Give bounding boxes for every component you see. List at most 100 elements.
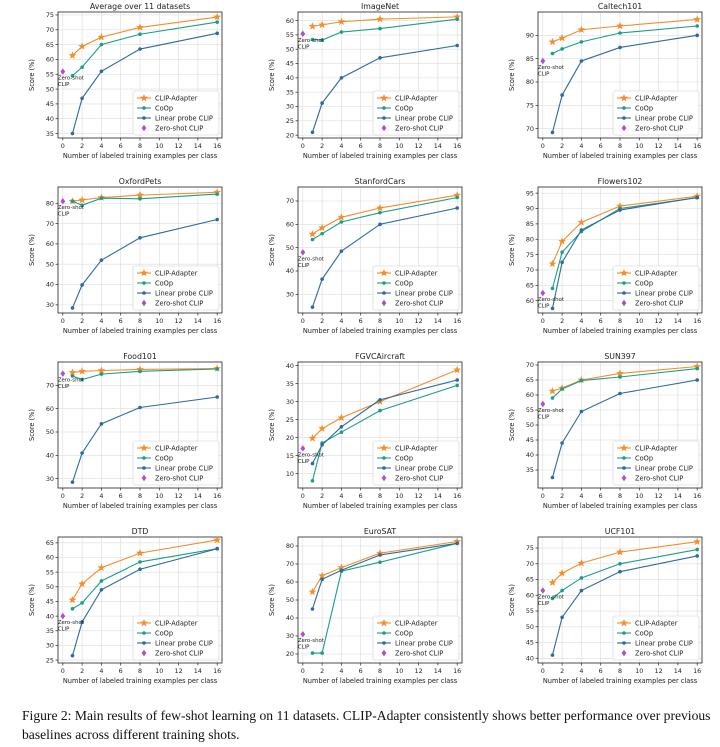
x-tick-label: 14 — [674, 142, 682, 150]
x-tick-label: 12 — [175, 317, 183, 325]
point-clip_adapter — [97, 563, 106, 572]
x-tick-label: 2 — [320, 667, 324, 675]
x-tick-label: 4 — [339, 492, 343, 500]
point-coop — [455, 17, 459, 21]
x-tick-label: 2 — [80, 667, 84, 675]
legend-marker — [381, 299, 387, 307]
legend-label: Zero-shot CLIP — [395, 299, 443, 307]
point-clip_adapter — [213, 12, 222, 21]
point-linear_probe — [138, 47, 142, 51]
point-clip_adapter — [548, 386, 557, 395]
chart-svg: 0 2 4 6 8 10 12 14 16 70 75 80 85 90 Caltech101 Number … — [508, 2, 703, 160]
x-tick-label: 6 — [599, 317, 603, 325]
legend-marker — [140, 93, 148, 102]
point-coop — [579, 40, 584, 44]
legend-marker — [622, 291, 626, 295]
y-tick-label: 20 — [286, 650, 294, 658]
y-tick-label: 65 — [526, 376, 534, 384]
point-clip_adapter — [97, 33, 106, 41]
chart-title: Average over 11 datasets — [90, 2, 190, 11]
point-coop — [339, 30, 344, 34]
point-linear_probe — [99, 587, 104, 592]
point-zero-shot — [60, 612, 66, 620]
point-coop — [695, 366, 699, 371]
series-line-clip_adapter — [71, 539, 218, 601]
legend-label: CLIP-Adapter — [155, 619, 198, 627]
chart-title: OxfordPets — [119, 177, 162, 186]
x-axis-label: Number of labeled training examples per … — [303, 502, 458, 510]
point-coop — [80, 377, 84, 382]
point-coop — [310, 479, 315, 483]
point-linear_probe — [695, 33, 699, 38]
chart-title: UCF101 — [605, 527, 636, 536]
y-axis-label: Score (%) — [508, 59, 516, 91]
x-tick-label: 2 — [560, 667, 564, 675]
zero-shot-annotation: Zero-shot — [58, 205, 84, 211]
y-tick-label: 85 — [526, 55, 534, 63]
y-tick-label: 20 — [286, 131, 294, 139]
y-tick-label: 70 — [526, 560, 534, 568]
y-tick-label: 40 — [526, 451, 534, 459]
x-tick-label: 6 — [599, 142, 603, 150]
legend-label: CoOp — [635, 104, 653, 112]
x-tick-label: 14 — [194, 317, 202, 325]
legend: CLIP-Adapter CoOp Linear probe CLIP Zero-sh… — [372, 265, 460, 311]
legend: CLIP-Adapter CoOp Linear probe CLIP Zero-sh… — [132, 90, 220, 136]
x-axis-label: Number of labeled training examples per … — [543, 677, 698, 685]
y-axis-label: Score (%) — [28, 234, 36, 266]
legend-label: CLIP-Adapter — [155, 94, 198, 102]
point-coop — [320, 651, 324, 655]
y-tick-label: 35 — [46, 130, 54, 138]
point-zero-shot — [300, 445, 306, 452]
point-zero-shot — [300, 30, 306, 37]
point-coop — [70, 199, 75, 204]
y-tick-label: 60 — [46, 554, 54, 562]
x-axis-label: Number of labeled training examples per … — [303, 327, 458, 335]
point-coop — [695, 24, 699, 28]
point-clip_adapter — [577, 558, 586, 567]
x-axis-label: Number of labeled training examples per … — [63, 327, 218, 335]
legend-label: Linear probe CLIP — [395, 289, 453, 297]
legend-label: Linear probe CLIP — [635, 114, 693, 122]
x-axis-label: Number of labeled training examples per … — [543, 152, 698, 160]
legend-label: Linear probe CLIP — [635, 639, 693, 647]
y-tick-label: 30 — [46, 301, 54, 309]
point-clip_adapter — [453, 365, 462, 374]
y-tick-label: 70 — [286, 197, 294, 205]
series-line-clip_adapter — [551, 195, 698, 265]
y-tick-label: 45 — [46, 100, 54, 108]
point-linear_probe — [378, 56, 382, 60]
point-zero-shot — [60, 198, 66, 205]
point-coop — [138, 560, 142, 564]
y-tick-label: 65 — [526, 576, 534, 584]
point-coop — [579, 378, 584, 383]
point-coop — [618, 561, 622, 566]
point-clip_adapter — [213, 535, 222, 544]
point-linear_probe — [320, 443, 324, 447]
legend-label: Zero-shot CLIP — [395, 124, 443, 132]
point-linear_probe — [99, 258, 104, 262]
x-axis-label: Number of labeled training examples per … — [543, 327, 698, 335]
legend-label: CLIP-Adapter — [635, 619, 678, 627]
y-axis-label: Score (%) — [268, 584, 276, 616]
x-tick-label: 8 — [378, 492, 382, 500]
point-clip_adapter — [318, 571, 327, 580]
y-tick-label: 55 — [46, 568, 54, 576]
point-zero-shot — [540, 57, 546, 65]
series-line-clip_adapter — [312, 369, 458, 439]
legend: CLIP-Adapter CoOp Linear probe CLIP Zero-sh… — [612, 265, 700, 311]
series-line-coop — [72, 21, 218, 77]
point-clip_adapter — [577, 218, 586, 226]
point-linear_probe — [455, 43, 459, 48]
chart-svg: 0 2 4 6 8 10 12 14 16 25 30 35 40 45 50 55 60 65 DTD Number… — [28, 527, 223, 685]
zero-shot-annotation: Zero-shot — [538, 297, 564, 303]
chart-svg: 0 2 4 6 8 10 12 14 16 40 45 50 55 60 65 70 75 UCF101 Numbe… — [508, 527, 703, 685]
point-coop — [378, 26, 382, 31]
legend-marker — [380, 93, 388, 102]
legend-marker — [620, 268, 628, 277]
point-linear_probe — [579, 59, 584, 63]
point-coop — [215, 20, 219, 24]
point-linear_probe — [80, 96, 84, 101]
x-tick-label: 12 — [175, 142, 183, 150]
x-tick-label: 8 — [618, 492, 622, 500]
